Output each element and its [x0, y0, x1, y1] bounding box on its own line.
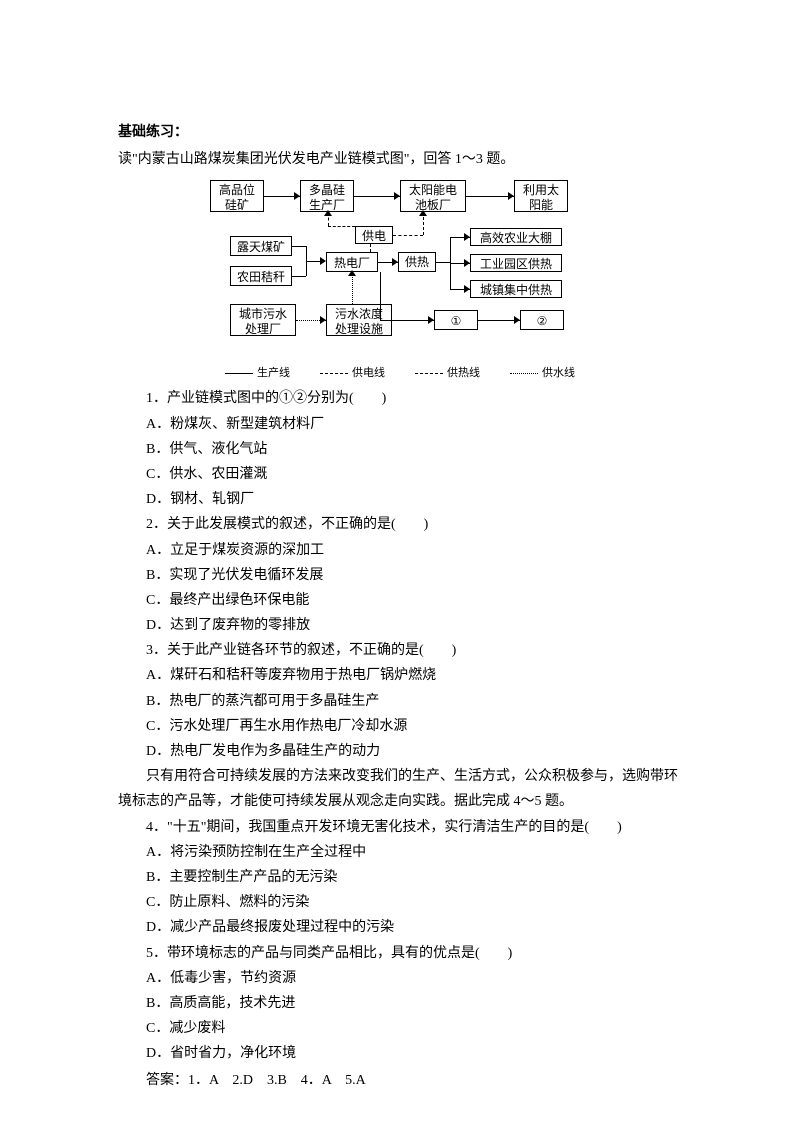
- q5-optC: C．减少废料: [118, 1016, 682, 1041]
- line: [352, 272, 353, 304]
- label-b16: ②: [537, 314, 548, 328]
- legend-production: 生产线: [225, 367, 290, 380]
- answers: 答案：1．A 2.D 3.B 4．A 5.A: [118, 1068, 682, 1093]
- q4-optC: C．防止原料、燃料的污染: [118, 890, 682, 915]
- q3-stem: 3．关于此产业链各环节的叙述，不正确的是( ): [118, 638, 682, 663]
- q3-optC: C．污水处理厂再生水用作热电厂冷却水源: [118, 714, 682, 739]
- q4-optA: A．将污染预防控制在生产全过程中: [118, 840, 682, 865]
- arrow-icon: [514, 316, 520, 324]
- arrow-icon: [348, 270, 356, 276]
- label-b7: 热电厂: [334, 256, 370, 270]
- arrow-icon: [394, 192, 400, 200]
- label-b9: 供热: [405, 255, 429, 269]
- q4-optB: B．主要控制生产产品的无污染: [118, 865, 682, 890]
- label-b6: 农田秸秆: [237, 270, 285, 284]
- q1-optB: B．供气、液化气站: [118, 437, 682, 462]
- arrow-icon: [294, 192, 300, 200]
- box-thermalplant: 热电厂: [326, 252, 378, 272]
- box-polysilicon: 多晶硅生产厂: [300, 180, 354, 212]
- box-parkheat: 工业园区供热: [470, 254, 562, 272]
- q1-optD: D．钢材、轧钢厂: [118, 487, 682, 512]
- label-b11: 工业园区供热: [480, 257, 552, 271]
- arrow-icon: [464, 233, 470, 241]
- q5-stem: 5．带环境标志的产品与同类产品相比，具有的优点是( ): [118, 941, 682, 966]
- line: [328, 226, 355, 227]
- arrow-icon: [320, 316, 326, 324]
- q1-optA: A．粉煤灰、新型建筑材料厂: [118, 412, 682, 437]
- label-b15: ①: [451, 314, 462, 328]
- legend-l1: 生产线: [257, 367, 290, 380]
- q2-optB: B．实现了光伏发电循环发展: [118, 563, 682, 588]
- label-b5: 露天煤矿: [237, 240, 285, 254]
- label-b4: 利用太阳能: [523, 183, 559, 211]
- q2-optC: C．最终产出绿色环保电能: [118, 588, 682, 613]
- arrow-icon: [392, 258, 398, 266]
- diagram-legend: 生产线 供电线 供热线 供水线: [210, 367, 590, 380]
- box-straw: 农田秸秆: [230, 266, 292, 286]
- flow-diagram: 高品位硅矿 多晶硅生产厂 太阳能电池板厂 利用太阳能 露天煤矿 农田秸秆 热电厂…: [210, 180, 590, 380]
- arrow-icon: [428, 316, 434, 324]
- label-b12: 城镇集中供热: [480, 283, 552, 297]
- label-b2: 多晶硅生产厂: [309, 183, 345, 211]
- legend-heat: 供热线: [415, 367, 480, 380]
- box-greenhouse: 高效农业大棚: [470, 228, 562, 246]
- box-blank1: ①: [434, 310, 478, 330]
- line: [370, 244, 371, 252]
- line: [292, 276, 306, 277]
- line: [393, 235, 423, 236]
- passage: 只有用符合可持续发展的方法来改变我们的生产、生活方式，公众积极参与，选购带环境标…: [118, 764, 682, 814]
- q3-optD: D．热电厂发电作为多晶硅生产的动力: [118, 739, 682, 764]
- box-solarpanel: 太阳能电池板厂: [400, 180, 466, 212]
- page: 基础练习： 读"内蒙古山路煤炭集团光伏发电产业链模式图"，回答 1～3 题。 高…: [0, 0, 800, 1144]
- q2-stem: 2．关于此发展模式的叙述，不正确的是( ): [118, 512, 682, 537]
- arrow-icon: [419, 210, 427, 216]
- line: [436, 262, 450, 263]
- label-b13: 城市污水处理厂: [239, 307, 287, 335]
- legend-water: 供水线: [510, 367, 575, 380]
- q1-stem: 1．产业链模式图中的①②分别为( ): [118, 386, 682, 411]
- line: [292, 246, 306, 247]
- diagram-wrap: 高品位硅矿 多晶硅生产厂 太阳能电池板厂 利用太阳能 露天煤矿 农田秸秆 热电厂…: [118, 180, 682, 380]
- q5-optB: B．高质高能，技术先进: [118, 991, 682, 1016]
- line: [380, 272, 381, 320]
- box-power: 供电: [355, 226, 393, 244]
- q3-optB: B．热电厂的蒸汽都可用于多晶硅生产: [118, 689, 682, 714]
- box-townheat: 城镇集中供热: [470, 280, 562, 298]
- label-b1: 高品位硅矿: [219, 183, 255, 211]
- q1-optC: C．供水、农田灌溉: [118, 462, 682, 487]
- label-b14: 污水浓度处理设施: [335, 307, 383, 335]
- label-b3: 太阳能电池板厂: [409, 183, 457, 211]
- arrow-icon: [464, 259, 470, 267]
- line: [380, 320, 392, 321]
- q5-optA: A．低毒少害，节约资源: [118, 966, 682, 991]
- label-b10: 高效农业大棚: [480, 231, 552, 245]
- box-coal: 露天煤矿: [230, 236, 292, 256]
- box-blank2: ②: [520, 310, 564, 330]
- line: [466, 196, 514, 197]
- legend-l4: 供水线: [542, 367, 575, 380]
- legend-power: 供电线: [320, 367, 385, 380]
- legend-l3: 供热线: [447, 367, 480, 380]
- q4-stem: 4．"十五"期间，我国重点开发环境无害化技术，实行清洁生产的目的是( ): [118, 815, 682, 840]
- box-heat: 供热: [398, 252, 436, 272]
- box-usesolar: 利用太阳能: [514, 180, 568, 212]
- q3-optA: A．煤矸石和秸秆等废弃物用于热电厂锅炉燃烧: [118, 663, 682, 688]
- legend-l2: 供电线: [352, 367, 385, 380]
- q4-optD: D．减少产品最终报废处理过程中的污染: [118, 915, 682, 940]
- label-b8: 供电: [362, 229, 386, 243]
- arrow-icon: [508, 192, 514, 200]
- box-siliconore: 高品位硅矿: [210, 180, 264, 212]
- arrow-icon: [464, 285, 470, 293]
- intro-text: 读"内蒙古山路煤炭集团光伏发电产业链模式图"，回答 1～3 题。: [118, 147, 682, 172]
- q2-optD: D．达到了废弃物的零排放: [118, 613, 682, 638]
- arrow-icon: [324, 210, 332, 216]
- section-title: 基础练习：: [118, 120, 682, 145]
- q5-optD: D．省时省力，净化环境: [118, 1041, 682, 1066]
- q2-optA: A．立足于煤炭资源的深加工: [118, 538, 682, 563]
- box-sewage: 城市污水处理厂: [230, 304, 296, 336]
